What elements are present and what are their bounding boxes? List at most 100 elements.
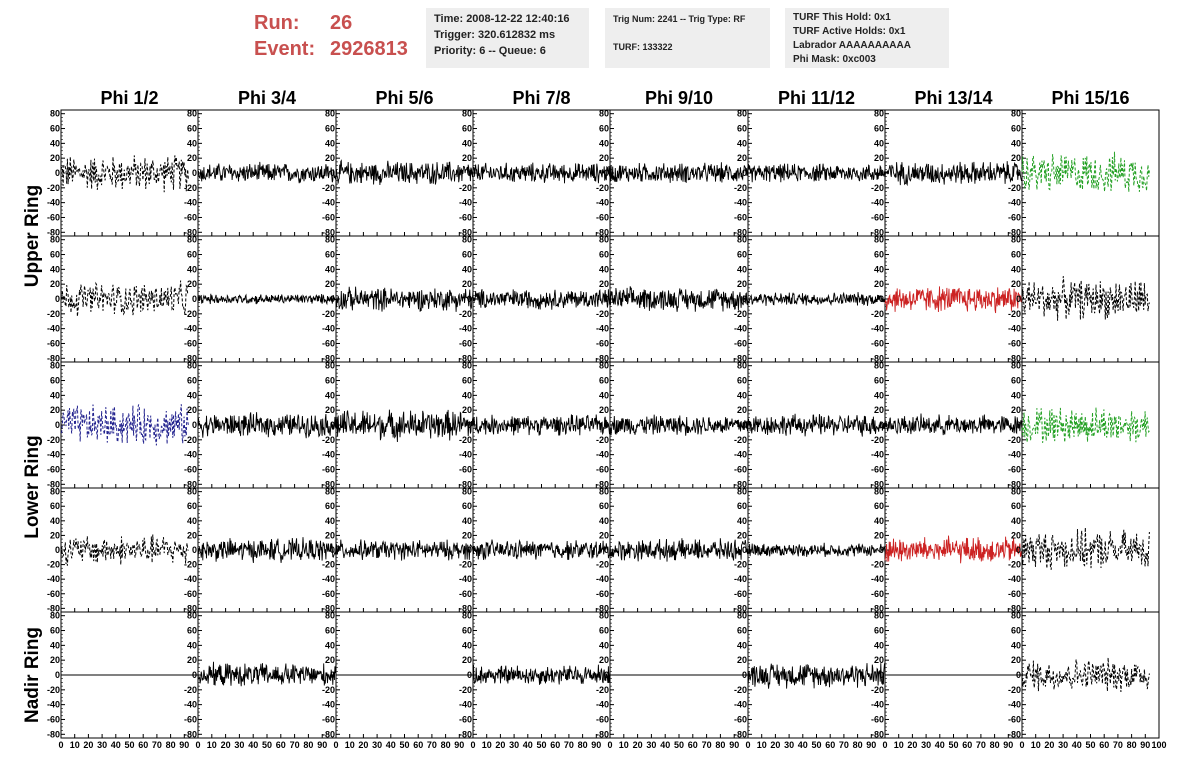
y-tick-label: 60 [874, 376, 884, 386]
time-text: Time: 2008-12-22 12:40:16 [434, 13, 570, 25]
y-tick-label: -40 [1008, 574, 1021, 584]
y-tick-label: 20 [1011, 153, 1021, 163]
y-tick-label: 40 [325, 390, 335, 400]
y-tick-label: -60 [322, 589, 335, 599]
y-tick-label: 80 [462, 487, 472, 497]
y-tick-label: 40 [462, 138, 472, 148]
waveform-trace [197, 161, 337, 184]
y-tick-label: -20 [871, 183, 884, 193]
y-tick-label: -20 [459, 560, 472, 570]
y-tick-label: 60 [599, 250, 609, 260]
x-tick-label: 50 [124, 740, 134, 750]
y-tick-label: 0 [1016, 420, 1021, 430]
waveform-trace [472, 162, 611, 184]
x-tick-label: 90 [591, 740, 601, 750]
y-tick-label: 20 [874, 405, 884, 415]
waveform-trace [1021, 407, 1150, 443]
phi-column-title: Phi 1/2 [100, 88, 158, 108]
y-tick-label: 80 [462, 361, 472, 371]
y-tick-label: -20 [184, 560, 197, 570]
y-tick-label: 60 [599, 376, 609, 386]
y-tick-label: 20 [325, 530, 335, 540]
waveform-panel: 80 60 40 20 0 -20 -40 -60 -80 [596, 487, 749, 613]
trigger-info-box: Trig Num: 2241 -- Trig Type: RF TURF: 13… [605, 8, 770, 68]
phi-column-title: Phi 7/8 [512, 88, 570, 108]
y-tick-label: -60 [47, 714, 60, 724]
y-tick-label: -40 [459, 450, 472, 460]
y-tick-label: 80 [50, 487, 60, 497]
x-tick-label: 50 [948, 740, 958, 750]
x-tick-label: 0 [470, 740, 475, 750]
waveform-panel: 80 60 40 20 0 -20 -40 -60 -80 [47, 361, 199, 489]
y-tick-label: -40 [459, 700, 472, 710]
y-tick-label: -60 [459, 589, 472, 599]
waveform-panel: 80 60 40 20 0 -20 -40 -60 -80 [871, 611, 1023, 739]
y-tick-label: 40 [187, 138, 197, 148]
x-tick-label: 80 [853, 740, 863, 750]
y-tick-label: 80 [50, 611, 60, 621]
y-tick-label: -60 [596, 212, 609, 222]
y-tick-label: 20 [874, 279, 884, 289]
y-tick-label: 40 [599, 516, 609, 526]
y-tick-label: -20 [322, 560, 335, 570]
x-tick-label: 50 [399, 740, 409, 750]
y-tick-label: -60 [734, 714, 747, 724]
y-tick-label: -20 [596, 435, 609, 445]
waveform-trace [747, 163, 886, 183]
y-tick-label: 20 [462, 405, 472, 415]
waveform-panel: 80 60 40 20 0 -20 -40 -60 -80 [322, 611, 474, 739]
y-tick-label: 0 [55, 670, 60, 680]
y-tick-label: 80 [599, 361, 609, 371]
y-tick-label: 80 [50, 235, 60, 245]
y-tick-label: 60 [737, 250, 747, 260]
y-tick-label: 0 [1016, 294, 1021, 304]
waveform-panel: 80 60 40 20 0 -20 -40 -60 -80 [47, 611, 199, 739]
waveform-trace [884, 161, 1023, 187]
waveform-trace [1021, 276, 1150, 321]
x-tick-label: 60 [962, 740, 972, 750]
y-tick-label: 60 [1011, 501, 1021, 511]
y-tick-label: 20 [50, 279, 60, 289]
y-tick-label: 80 [325, 235, 335, 245]
y-tick-label: -80 [596, 227, 609, 237]
y-tick-label: 0 [879, 420, 884, 430]
y-tick-label: 80 [1011, 361, 1021, 371]
y-tick-label: 80 [187, 361, 197, 371]
x-tick-label: 30 [234, 740, 244, 750]
y-tick-label: -20 [1008, 309, 1021, 319]
y-tick-label: 20 [325, 279, 335, 289]
y-tick-label: 20 [599, 153, 609, 163]
y-tick-label: 80 [1011, 611, 1021, 621]
y-tick-label: 60 [50, 376, 60, 386]
y-tick-label: -80 [322, 227, 335, 237]
x-tick-label: 30 [372, 740, 382, 750]
x-tick-label: 10 [345, 740, 355, 750]
waveform-trace [609, 538, 749, 562]
y-tick-label: -40 [184, 700, 197, 710]
waveform-trace [472, 289, 611, 310]
y-tick-label: -60 [734, 338, 747, 348]
y-tick-label: 40 [325, 516, 335, 526]
y-tick-label: 20 [1011, 530, 1021, 540]
y-tick-label: -20 [734, 309, 747, 319]
waveform-trace [747, 413, 886, 437]
y-tick-label: -80 [734, 729, 747, 739]
y-tick-label: 0 [192, 294, 197, 304]
x-tick-label: 20 [83, 740, 93, 750]
y-tick-label: 20 [50, 655, 60, 665]
y-tick-label: -40 [47, 324, 60, 334]
waveform-panel: 80 60 40 20 0 -20 -40 -60 -80 [734, 235, 886, 363]
y-tick-label: 0 [467, 420, 472, 430]
x-tick-label: 70 [839, 740, 849, 750]
y-tick-label: -80 [184, 603, 197, 613]
x-tick-label: 50 [536, 740, 546, 750]
y-tick-label: 0 [467, 168, 472, 178]
y-tick-label: 80 [874, 235, 884, 245]
y-tick-label: 80 [874, 611, 884, 621]
x-tick-label: 10 [1031, 740, 1041, 750]
y-tick-label: -40 [871, 324, 884, 334]
y-tick-label: -80 [47, 603, 60, 613]
y-tick-label: 60 [874, 124, 884, 134]
waveform-trace [609, 162, 749, 183]
waveform-trace [197, 661, 337, 687]
